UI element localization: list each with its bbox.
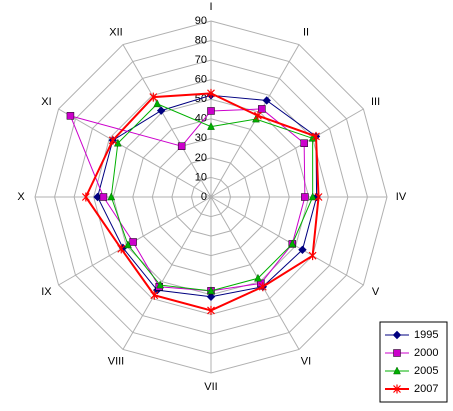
tick-label: 60 <box>195 74 207 86</box>
marker <box>300 139 308 147</box>
marker <box>392 330 402 340</box>
marker <box>314 192 323 202</box>
spoke <box>210 196 300 350</box>
tick-label: 30 <box>195 132 207 144</box>
legend-label: 2000 <box>414 347 438 359</box>
series <box>81 88 323 315</box>
tick-label: 70 <box>195 54 207 66</box>
marker <box>99 193 108 201</box>
marker <box>312 131 320 141</box>
category-label: XI <box>41 96 51 108</box>
tick-label: 40 <box>195 113 207 125</box>
marker <box>113 138 122 147</box>
marker <box>258 105 266 113</box>
marker <box>393 384 401 394</box>
marker <box>129 238 137 246</box>
series <box>107 99 317 295</box>
marker <box>298 245 307 255</box>
category-label: X <box>17 191 25 203</box>
marker <box>108 135 117 145</box>
category-label: II <box>303 26 309 38</box>
marker <box>308 192 317 201</box>
category-label: XII <box>109 26 122 38</box>
legend-label: 2005 <box>414 365 438 377</box>
marker <box>288 239 297 248</box>
marker <box>262 96 271 105</box>
marker <box>207 107 215 115</box>
tick-label: 0 <box>201 191 207 203</box>
tick-label: 80 <box>195 34 207 46</box>
marker <box>66 112 75 120</box>
spoke <box>210 108 364 198</box>
tick-label: 50 <box>195 93 207 105</box>
marker <box>156 106 166 115</box>
spoke <box>122 44 212 198</box>
legend-label: 1995 <box>414 329 438 341</box>
legend-label: 2007 <box>414 383 438 395</box>
category-label: III <box>371 96 380 108</box>
tick-label: 20 <box>195 152 207 164</box>
category-label: VIII <box>108 355 125 367</box>
marker <box>308 251 317 261</box>
spoke <box>58 108 212 198</box>
marker <box>254 111 262 121</box>
marker <box>207 305 215 315</box>
marker <box>207 122 215 130</box>
marker <box>81 192 90 202</box>
spoke <box>122 196 212 350</box>
marker <box>254 273 262 282</box>
category-label: IV <box>396 191 407 203</box>
category-label: I <box>209 1 212 13</box>
marker <box>124 240 132 249</box>
marker <box>156 280 165 289</box>
marker <box>117 244 126 254</box>
marker <box>207 286 215 295</box>
marker <box>393 366 401 375</box>
category-label: VI <box>301 355 311 367</box>
marker <box>258 282 267 292</box>
tick-label: 90 <box>195 15 207 27</box>
marker <box>206 292 216 301</box>
category-label: IX <box>41 286 52 298</box>
category-label: V <box>372 286 380 298</box>
marker <box>149 92 158 102</box>
marker <box>207 88 215 98</box>
marker <box>107 192 116 201</box>
marker <box>177 142 186 150</box>
marker <box>301 193 309 201</box>
tick-label: 10 <box>195 171 207 183</box>
category-label: VII <box>204 381 217 393</box>
marker <box>153 99 162 108</box>
spoke <box>210 196 364 286</box>
marker <box>150 290 159 300</box>
marker <box>393 349 401 357</box>
series <box>66 105 309 295</box>
